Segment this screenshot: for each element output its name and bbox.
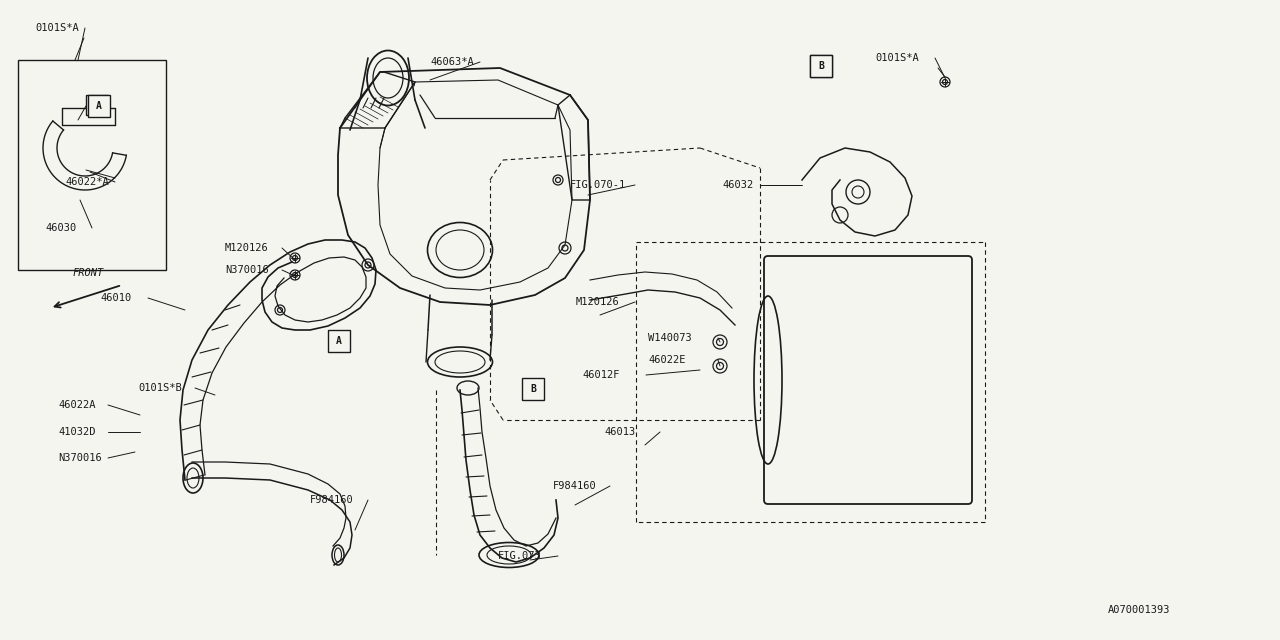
Text: A: A [96, 101, 102, 111]
Text: 46022*A: 46022*A [65, 177, 109, 187]
Text: 0101S*A: 0101S*A [35, 23, 79, 33]
FancyBboxPatch shape [764, 256, 972, 504]
Text: M120126: M120126 [225, 243, 269, 253]
Bar [810, 55, 832, 77]
Text: 0101S*A: 0101S*A [876, 53, 919, 63]
Bar [18, 60, 166, 270]
Text: B: B [818, 61, 824, 71]
Bar [522, 378, 544, 400]
Text: 0101S*B: 0101S*B [138, 383, 182, 393]
Text: FRONT: FRONT [73, 268, 104, 278]
Text: A: A [337, 336, 342, 346]
Text: F984160: F984160 [553, 481, 596, 491]
Text: 46010: 46010 [100, 293, 132, 303]
Text: 46022A: 46022A [58, 400, 96, 410]
Text: N370016: N370016 [58, 453, 101, 463]
Text: 46012F: 46012F [582, 370, 620, 380]
Text: F984160: F984160 [310, 495, 353, 505]
Text: M120126: M120126 [576, 297, 620, 307]
Text: 46030: 46030 [45, 223, 77, 233]
Bar [328, 330, 349, 352]
Text: 46013: 46013 [604, 427, 635, 437]
Text: 46063*A: 46063*A [430, 57, 474, 67]
Text: W140073: W140073 [648, 333, 691, 343]
Text: A070001393: A070001393 [1108, 605, 1170, 615]
Text: FIG.073: FIG.073 [498, 551, 541, 561]
Text: 41032D: 41032D [58, 427, 96, 437]
Text: FIG.070-1: FIG.070-1 [570, 180, 626, 190]
Bar [86, 95, 108, 115]
Text: B: B [818, 62, 824, 72]
Bar [88, 95, 110, 117]
Text: 46032: 46032 [722, 180, 753, 190]
Text: N370016: N370016 [225, 265, 269, 275]
Text: A: A [93, 101, 100, 111]
Text: 46022E: 46022E [648, 355, 686, 365]
Bar [810, 55, 832, 77]
Text: B: B [530, 384, 536, 394]
Circle shape [59, 185, 77, 203]
